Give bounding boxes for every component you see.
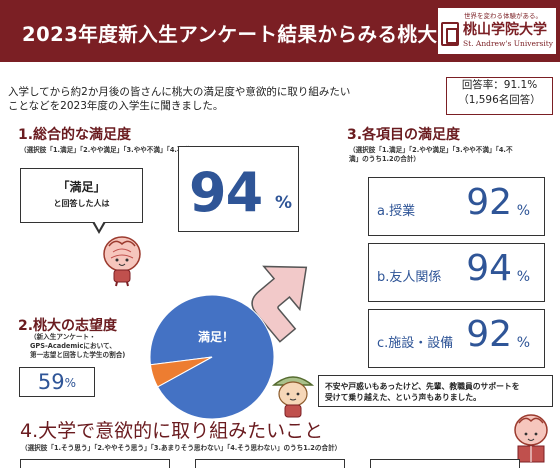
section2-title: 2.桃大の志望度 — [18, 318, 118, 334]
category-value: 92 — [466, 314, 512, 355]
section3-title: 3.各項目の満足度 — [347, 127, 461, 143]
overall-satisfaction-value: 94 — [189, 161, 263, 224]
category-unit: % — [516, 203, 530, 219]
category-value: 94 — [466, 248, 512, 289]
comment-line-1: 不安や戸惑いもあったけど、先輩、教職員のサポートを — [325, 382, 520, 391]
section3-note-line-2: 満」のうち1.2の合計） — [349, 155, 421, 163]
response-rate-box: 回答率：91.1% （1,596名回答） — [446, 77, 553, 115]
section1-note: （選択肢「1.満足」「2.やや満足」「3.やや不満」「4.不満」のうち1.2の合… — [20, 146, 255, 154]
header-bar: 2023年度新入生アンケート結果からみる桃大生 世界を変わる体験がある。 桃山学… — [0, 0, 560, 62]
first-choice-ratio-box: 59% — [19, 367, 95, 397]
category-label: c.施設・設備 — [377, 336, 454, 351]
university-logo: 世界を変わる体験がある。 桃山学院大学 St. Andrew's Univers… — [438, 8, 556, 54]
peach-mascot-icon — [103, 236, 141, 287]
pie-slice-other — [149, 356, 213, 388]
first-choice-ratio-unit: % — [64, 376, 77, 390]
bubble-satisfied-label: 「満足」 — [57, 180, 106, 194]
comment-line-2: 受けて乗り越えた、という声もありました。 — [325, 393, 481, 402]
intro-line-1: 入学してから約2か月後の皆さんに桃大の満足度や意欲的に取り組みたい — [8, 86, 351, 98]
page-title: 2023年度新入生アンケート結果からみる桃大生 — [22, 23, 458, 46]
section4-card-1 — [20, 459, 170, 468]
bubble-respondents-label: と回答した人は — [53, 199, 110, 208]
section1-title: 1.総合的な満足度 — [18, 127, 132, 143]
category-unit: % — [516, 269, 530, 285]
intro-line-2: ことなどを2023年度の入学生に聞きました。 — [8, 100, 224, 112]
logo-tagline: 世界を変わる体験がある。 — [464, 12, 542, 20]
section4-title: 4.大学で意欲的に取り組みたいこと — [20, 420, 324, 442]
section2-note: （新入生アンケート・ GPS-Academicにおいて、 第一志望と回答した学生… — [30, 333, 125, 360]
response-count: （1,596名回答） — [458, 94, 541, 106]
category-card-classes: a.授業 92 % — [368, 177, 545, 236]
logo-name: 桃山学院大学 — [463, 22, 547, 38]
overall-satisfaction-box: 94 % — [178, 146, 299, 232]
satisfied-speech-bubble: 「満足」 と回答した人は — [20, 168, 143, 223]
section2-note-line-2: GPS-Academicにおいて、 — [30, 342, 116, 350]
bubble-tail-inner — [94, 221, 104, 230]
hat-mascot-icon — [271, 376, 315, 418]
logo-english-name: St. Andrew's University — [463, 39, 554, 48]
category-card-facilities: c.施設・設備 92 % — [368, 309, 545, 368]
category-card-friends: b.友人関係 94 % — [368, 243, 545, 302]
section4-card-3 — [370, 459, 520, 468]
response-rate: 回答率：91.1% — [461, 79, 538, 91]
logo-mark-icon — [441, 22, 459, 46]
student-comment-bubble: 不安や戸惑いもあったけど、先輩、教職員のサポートを 受けて乗り越えた、という声も… — [318, 375, 553, 407]
category-label: b.友人関係 — [377, 270, 442, 285]
section2-note-line-3: 第一志望と回答した学生の割合) — [30, 351, 126, 359]
pie-label: 満足！ — [198, 329, 234, 344]
category-unit: % — [516, 335, 530, 351]
section3-note-line-1: （選択肢「1.満足」「2.やや満足」「3.やや不満」「4.不 — [349, 146, 513, 154]
satisfaction-pie-chart: 満足！ — [149, 294, 275, 420]
reading-mascot-icon — [514, 414, 548, 463]
section4-card-2 — [195, 459, 345, 468]
intro-text: 入学してから約2か月後の皆さんに桃大の満足度や意欲的に取り組みたい ことなどを2… — [8, 85, 403, 113]
section2-note-line-1: （新入生アンケート・ — [30, 333, 96, 341]
overall-satisfaction-unit: % — [275, 193, 293, 213]
section4-note: （選択肢「1.そう思う」「2.ややそう思う」「3.あまりそう思わない」「4.そう… — [21, 444, 342, 452]
category-value: 92 — [466, 182, 512, 223]
first-choice-ratio-value: 59 — [37, 370, 65, 394]
category-label: a.授業 — [377, 204, 416, 219]
section3-note: （選択肢「1.満足」「2.やや満足」「3.やや不満」「4.不 満」のうち1.2の… — [349, 146, 549, 164]
up-right-arrow-icon — [251, 265, 308, 343]
